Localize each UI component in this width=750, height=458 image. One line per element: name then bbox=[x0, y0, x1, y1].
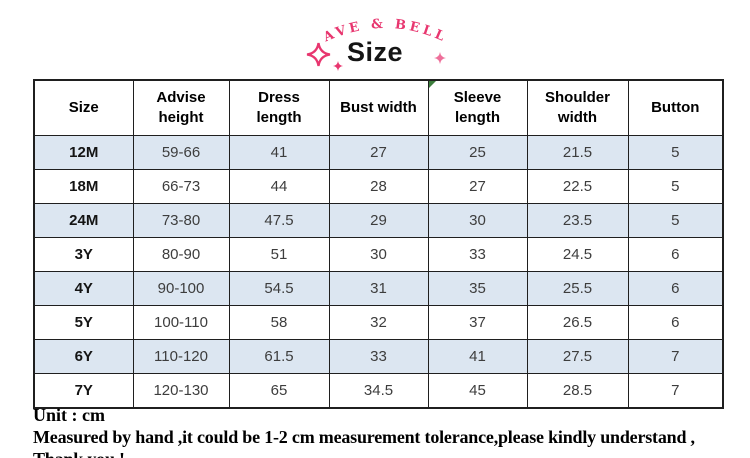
value-cell: 37 bbox=[427, 305, 528, 340]
table-row-3y: 3Y 80-90 51 30 33 24.5 6 bbox=[33, 237, 724, 272]
footer-notes: Unit : cm Measured by hand ,it could be … bbox=[33, 405, 743, 458]
value-cell: 34.5 bbox=[328, 373, 429, 409]
page-title: Size bbox=[346, 37, 404, 67]
value-cell: 54.5 bbox=[228, 271, 330, 306]
size-cell: 4Y bbox=[33, 271, 134, 306]
value-cell: 33 bbox=[427, 237, 528, 272]
value-cell: 6 bbox=[627, 305, 724, 340]
column-header-label: Sleeve length bbox=[453, 88, 502, 126]
column-header-shoulder-width: Shoulder width bbox=[526, 79, 629, 136]
value-cell: 28 bbox=[328, 169, 429, 204]
table-row-12m: 12M 59-66 41 27 25 21.5 5 bbox=[33, 135, 724, 170]
sparkle-icon bbox=[333, 61, 343, 71]
sparkle-icon bbox=[434, 52, 446, 64]
size-cell: 5Y bbox=[33, 305, 134, 340]
value-cell: 51 bbox=[228, 237, 330, 272]
table-row-18m: 18M 66-73 44 28 27 22.5 5 bbox=[33, 169, 724, 204]
column-header-label: Button bbox=[651, 98, 700, 116]
value-cell: 44 bbox=[228, 169, 330, 204]
value-cell: 30 bbox=[427, 203, 528, 238]
column-header-label: Advise height bbox=[156, 88, 206, 126]
value-cell: 6 bbox=[627, 271, 724, 306]
value-cell: 80-90 bbox=[132, 237, 230, 272]
value-cell: 7 bbox=[627, 339, 724, 374]
value-cell: 24.5 bbox=[526, 237, 629, 272]
value-cell: 25 bbox=[427, 135, 528, 170]
value-cell: 25.5 bbox=[526, 271, 629, 306]
value-cell: 7 bbox=[627, 373, 724, 409]
size-cell: 18M bbox=[33, 169, 134, 204]
table-row-4y: 4Y 90-100 54.5 31 35 25.5 6 bbox=[33, 271, 724, 306]
size-table: Size Advise height Dress length Bust wid… bbox=[33, 79, 724, 409]
value-cell: 59-66 bbox=[132, 135, 230, 170]
value-cell: 33 bbox=[328, 339, 429, 374]
size-cell: 12M bbox=[33, 135, 134, 170]
value-cell: 65 bbox=[228, 373, 330, 409]
value-cell: 45 bbox=[427, 373, 528, 409]
value-cell: 26.5 bbox=[526, 305, 629, 340]
value-cell: 30 bbox=[328, 237, 429, 272]
column-header-dress-length: Dress length bbox=[228, 79, 330, 136]
value-cell: 27.5 bbox=[526, 339, 629, 374]
unit-note: Unit : cm bbox=[33, 405, 105, 425]
size-cell: 7Y bbox=[33, 373, 134, 409]
table-row-24m: 24M 73-80 47.5 29 30 23.5 5 bbox=[33, 203, 724, 238]
value-cell: 5 bbox=[627, 169, 724, 204]
header-row: Size Advise height Dress length Bust wid… bbox=[33, 79, 724, 136]
table-row-5y: 5Y 100-110 58 32 37 26.5 6 bbox=[33, 305, 724, 340]
column-header-bust-width: Bust width bbox=[328, 79, 429, 136]
column-header-size: Size bbox=[33, 79, 134, 136]
value-cell: 110-120 bbox=[132, 339, 230, 374]
value-cell: 22.5 bbox=[526, 169, 629, 204]
value-cell: 5 bbox=[627, 203, 724, 238]
table-row-7y: 7Y 120-130 65 34.5 45 28.5 7 bbox=[33, 373, 724, 409]
value-cell: 32 bbox=[328, 305, 429, 340]
size-cell: 6Y bbox=[33, 339, 134, 374]
value-cell: 23.5 bbox=[526, 203, 629, 238]
column-header-button: Button bbox=[627, 79, 724, 136]
value-cell: 5 bbox=[627, 135, 724, 170]
column-header-label: Dress length bbox=[256, 88, 302, 126]
value-cell: 31 bbox=[328, 271, 429, 306]
size-cell: 24M bbox=[33, 203, 134, 238]
column-header-label: Bust width bbox=[340, 98, 417, 116]
value-cell: 61.5 bbox=[228, 339, 330, 374]
value-cell: 27 bbox=[328, 135, 429, 170]
value-cell: 73-80 bbox=[132, 203, 230, 238]
value-cell: 41 bbox=[228, 135, 330, 170]
column-header-label: Shoulder width bbox=[544, 88, 610, 126]
column-header-label: Size bbox=[68, 98, 99, 116]
value-cell: 47.5 bbox=[228, 203, 330, 238]
tolerance-note: Measured by hand ,it could be 1-2 cm mea… bbox=[33, 427, 695, 458]
brand-arched-text: DAVE & BELLA bbox=[315, 10, 446, 46]
value-cell: 100-110 bbox=[132, 305, 230, 340]
sparkle-icon bbox=[306, 42, 331, 67]
table-row-6y: 6Y 110-120 61.5 33 41 27.5 7 bbox=[33, 339, 724, 374]
green-corner-flag-icon bbox=[429, 81, 436, 88]
value-cell: 28.5 bbox=[526, 373, 629, 409]
column-header-sleeve-length: Sleeve length bbox=[427, 79, 528, 136]
column-header-advise-height: Advise height bbox=[132, 79, 230, 136]
value-cell: 6 bbox=[627, 237, 724, 272]
size-cell: 3Y bbox=[33, 237, 134, 272]
value-cell: 41 bbox=[427, 339, 528, 374]
value-cell: 90-100 bbox=[132, 271, 230, 306]
value-cell: 120-130 bbox=[132, 373, 230, 409]
value-cell: 58 bbox=[228, 305, 330, 340]
value-cell: 27 bbox=[427, 169, 528, 204]
value-cell: 29 bbox=[328, 203, 429, 238]
value-cell: 21.5 bbox=[526, 135, 629, 170]
value-cell: 35 bbox=[427, 271, 528, 306]
value-cell: 66-73 bbox=[132, 169, 230, 204]
